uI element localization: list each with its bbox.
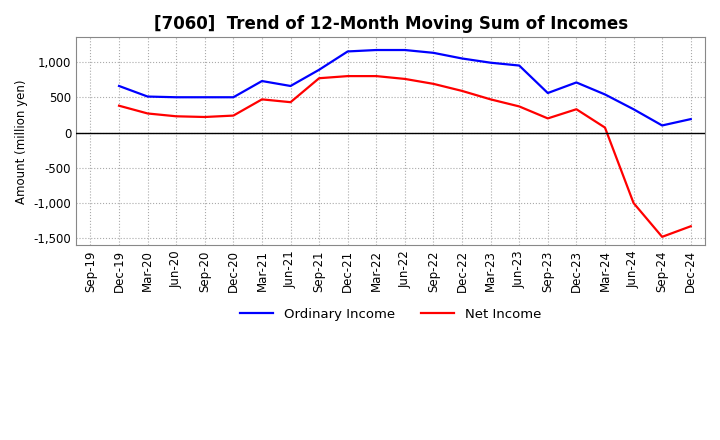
Net Income	[343, 73, 352, 79]
Ordinary Income	[143, 94, 152, 99]
Ordinary Income	[114, 83, 123, 88]
Net Income	[429, 81, 438, 87]
Net Income	[114, 103, 123, 108]
Net Income	[172, 114, 181, 119]
Ordinary Income	[229, 95, 238, 100]
Ordinary Income	[658, 123, 667, 128]
Ordinary Income	[686, 117, 695, 122]
Net Income	[686, 224, 695, 229]
Net Income	[600, 125, 609, 130]
Ordinary Income	[200, 95, 209, 100]
Line: Net Income: Net Income	[119, 76, 690, 237]
Legend: Ordinary Income, Net Income: Ordinary Income, Net Income	[235, 302, 546, 326]
Net Income	[315, 76, 323, 81]
Net Income	[629, 200, 638, 205]
Ordinary Income	[572, 80, 581, 85]
Ordinary Income	[544, 90, 552, 95]
Y-axis label: Amount (million yen): Amount (million yen)	[15, 79, 28, 204]
Net Income	[258, 97, 266, 102]
Net Income	[200, 114, 209, 120]
Net Income	[458, 88, 467, 94]
Net Income	[287, 99, 295, 105]
Net Income	[572, 106, 581, 112]
Ordinary Income	[515, 63, 523, 68]
Ordinary Income	[629, 106, 638, 112]
Ordinary Income	[372, 48, 381, 53]
Net Income	[400, 76, 409, 81]
Ordinary Income	[172, 95, 181, 100]
Net Income	[544, 116, 552, 121]
Line: Ordinary Income: Ordinary Income	[119, 50, 690, 125]
Title: [7060]  Trend of 12-Month Moving Sum of Incomes: [7060] Trend of 12-Month Moving Sum of I…	[153, 15, 628, 33]
Ordinary Income	[486, 60, 495, 66]
Net Income	[486, 97, 495, 102]
Ordinary Income	[287, 83, 295, 88]
Ordinary Income	[600, 92, 609, 97]
Ordinary Income	[458, 56, 467, 61]
Ordinary Income	[400, 48, 409, 53]
Ordinary Income	[315, 67, 323, 73]
Net Income	[229, 113, 238, 118]
Net Income	[372, 73, 381, 79]
Net Income	[658, 234, 667, 239]
Ordinary Income	[343, 49, 352, 54]
Net Income	[143, 111, 152, 116]
Ordinary Income	[429, 50, 438, 55]
Net Income	[515, 104, 523, 109]
Ordinary Income	[258, 78, 266, 84]
